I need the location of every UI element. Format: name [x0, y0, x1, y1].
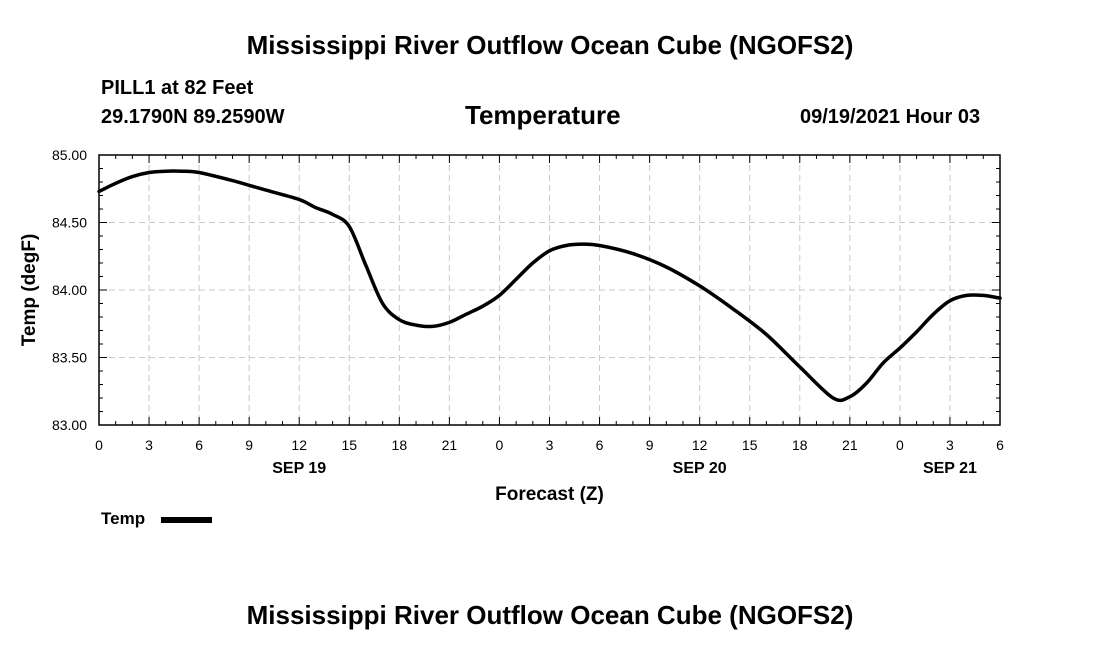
x-tick-label: 9 [245, 437, 253, 453]
x-tick-label: 3 [946, 437, 954, 453]
y-tick-label: 85.00 [52, 147, 87, 163]
legend-label: Temp [101, 509, 146, 528]
x-tick-label: 15 [742, 437, 758, 453]
grid-lines [99, 155, 1000, 425]
date-label: SEP 21 [923, 460, 977, 477]
y-tick-label: 83.50 [52, 350, 87, 366]
y-tick-label: 83.00 [52, 417, 87, 433]
plot-frame [98, 154, 1001, 426]
date-label: SEP 19 [272, 460, 326, 477]
series-layer [97, 169, 1002, 403]
x-tick-label: 12 [291, 437, 307, 453]
y-axis-title: Temp (degF) [19, 234, 40, 347]
x-tick-label: 0 [496, 437, 504, 453]
x-tick-label: 15 [341, 437, 357, 453]
x-tick-label: 21 [842, 437, 858, 453]
timestamp-label: 09/19/2021 Hour 03 [800, 106, 981, 128]
x-tick-label: 6 [996, 437, 1004, 453]
date-label: SEP 20 [673, 460, 727, 477]
x-tick-label: 0 [95, 437, 103, 453]
main-title: Mississippi River Outflow Ocean Cube (NG… [246, 30, 854, 60]
legend-swatch [161, 517, 212, 523]
y-tick-label: 84.50 [52, 215, 87, 231]
axis-labels: 0 3 6 9 12 15 18 21 0 3 6 9 12 15 18 21 0 3 6 SEP 19 SEP 20 S… [52, 147, 1004, 477]
x-tick-label: 18 [792, 437, 808, 453]
x-tick-label: 9 [646, 437, 654, 453]
footer-title: Mississippi River Outflow Ocean Cube (NG… [246, 600, 854, 630]
y-tick-label: 84.00 [52, 282, 87, 298]
station-label: PILL1 at 82 Feet [101, 77, 254, 99]
x-tick-label: 6 [596, 437, 604, 453]
x-tick-label: 6 [195, 437, 203, 453]
x-tick-label: 3 [145, 437, 153, 453]
x-axis-title: Forecast (Z) [495, 484, 604, 505]
x-tick-label: 18 [392, 437, 408, 453]
x-tick-label: 12 [692, 437, 708, 453]
x-tick-label: 3 [546, 437, 554, 453]
series-line-temp [97, 169, 1002, 403]
coordinates-label: 29.1790N 89.2590W [101, 106, 285, 128]
x-tick-label: 21 [442, 437, 458, 453]
x-tick-label: 0 [896, 437, 904, 453]
plot-title: Temperature [465, 100, 621, 130]
